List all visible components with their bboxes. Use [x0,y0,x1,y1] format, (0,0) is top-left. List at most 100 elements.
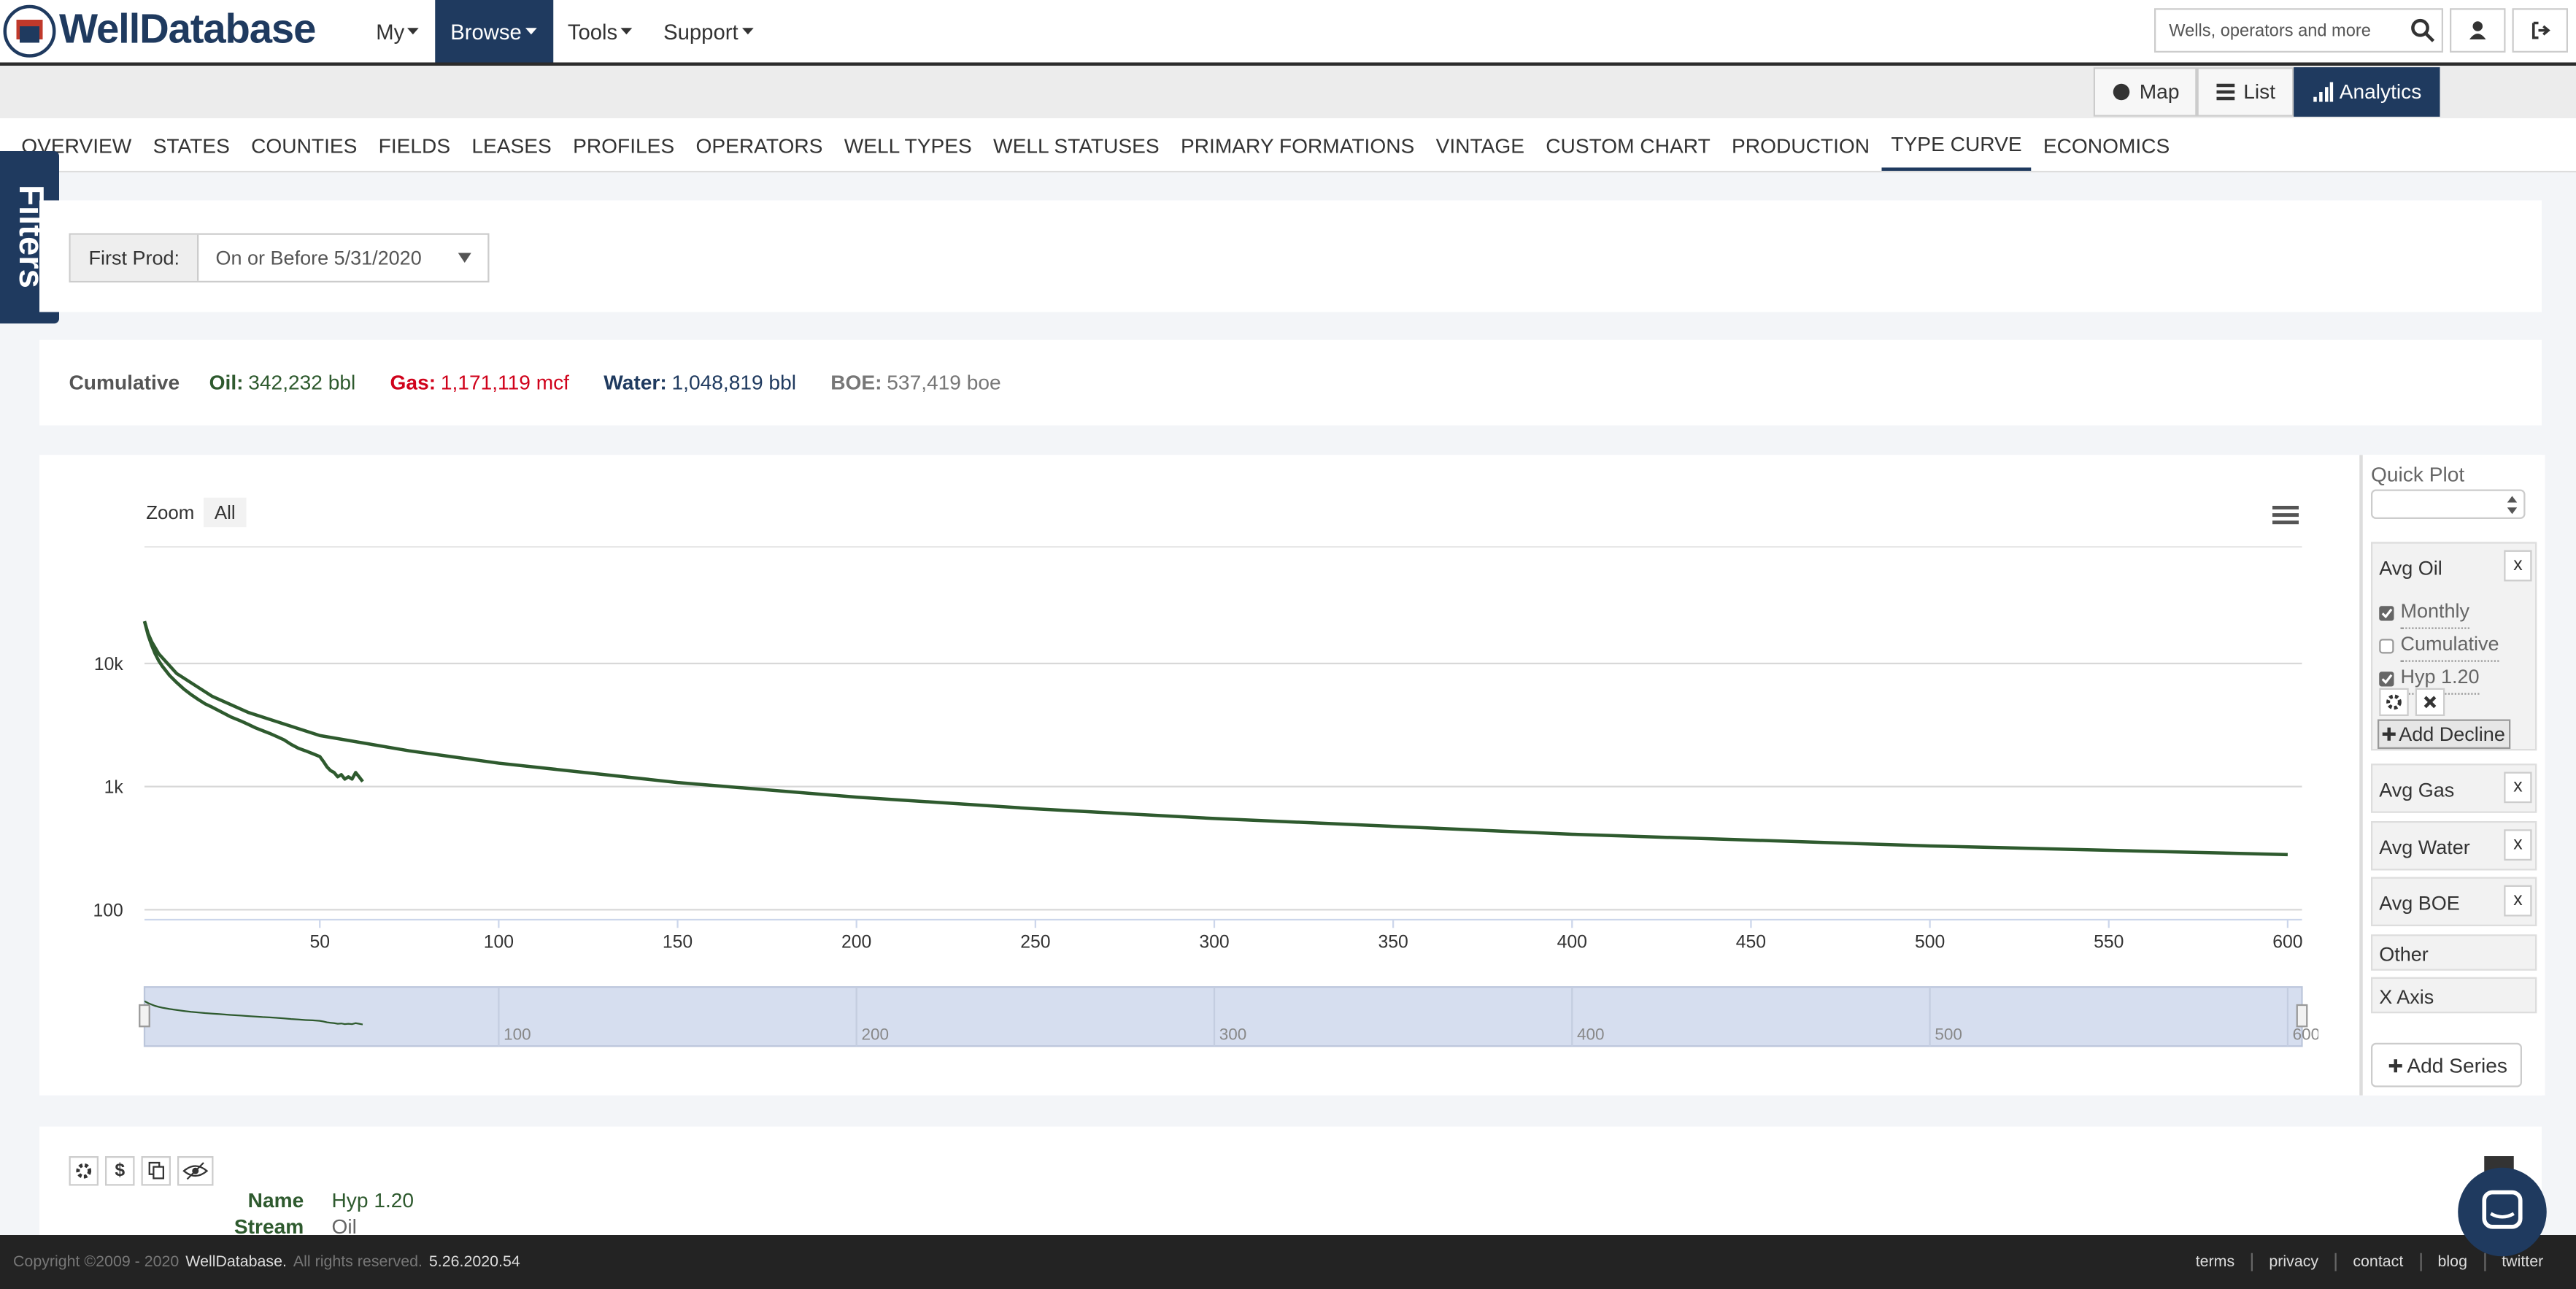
navigator-tick-label: 300 [1219,1025,1247,1043]
series-line [142,620,364,783]
menu-item[interactable]: Browse [436,0,553,63]
menu-item[interactable]: Tools [553,0,649,63]
footer-link[interactable]: terms [2195,1253,2235,1271]
navigator-tick-label: 400 [1577,1025,1605,1043]
footer-brand: WellDatabase. [185,1253,287,1271]
series-group[interactable]: Avg Gas x [2371,763,2537,813]
footer-link[interactable]: contact [2334,1253,2420,1271]
group-title: Avg Gas [2379,778,2455,802]
logo-icon [3,4,56,58]
cumulative-row: Cumulative Oil: 342,232 bbl Gas: 1,171,119 … [69,372,1001,395]
logout-button[interactable] [2512,8,2568,53]
add-decline-button[interactable]: Add Decline [2378,719,2511,749]
menu-item[interactable]: My [361,0,436,63]
sidebar: Quick Plot Avg Oil x Monthly Cumulative … [2359,455,2545,1096]
stream-value: Oil [331,1215,357,1239]
quick-plot-select[interactable] [2371,489,2526,519]
x-tick-label: 600 [2272,932,2302,952]
add-series-button[interactable]: Add Series [2371,1042,2522,1088]
filter-panel: First Prod: On or Before 5/31/2020 [39,200,2542,312]
option[interactable]: Hyp 1.20 [2378,662,2499,695]
y-tick-label: 1k [104,778,124,798]
search-placeholder: Wells, operators and more [2169,21,2371,42]
view-icon [2113,83,2130,101]
tab[interactable]: WELL STATUSES [993,134,1160,158]
view-button[interactable]: List [2197,67,2294,117]
navigator-handle[interactable] [139,1004,150,1028]
visibility-button[interactable] [177,1156,214,1186]
option[interactable]: Monthly [2378,596,2499,629]
filter-dropdown[interactable]: On or Before 5/31/2020 [199,235,488,281]
x-tick-label: 100 [484,932,514,952]
series-line [142,620,2288,857]
settings-button[interactable] [2379,688,2409,716]
view-button[interactable]: Analytics [2293,67,2440,117]
x-tick-label: 50 [309,932,330,952]
menu-item[interactable]: Support [649,0,769,63]
user-button[interactable] [2450,8,2506,53]
tab[interactable]: PRIMARY FORMATIONS [1180,134,1415,158]
series-group[interactable]: Avg Water x [2371,820,2537,870]
tab[interactable]: FIELDS [378,134,451,158]
tab[interactable]: PROFILES [573,134,675,158]
x-tick-label: 350 [1378,932,1408,952]
menu-label: My [376,18,405,44]
section[interactable]: X Axis [2371,977,2537,1014]
section[interactable]: Other [2371,934,2537,970]
remove-button[interactable] [2415,688,2445,716]
navigator[interactable] [143,986,2303,1047]
tab[interactable]: TYPE CURVE [1881,118,2032,171]
zoom-all-button[interactable] [204,497,247,528]
close-button[interactable]: x [2504,885,2532,917]
add-series-label: Add Series [2407,1053,2507,1077]
caret [407,28,420,35]
cumulative-label: Gas: [390,371,436,395]
tab[interactable]: OPERATORS [695,134,823,158]
close-button[interactable]: x [2504,550,2532,582]
section-title: Other [2379,942,2429,965]
tab[interactable]: COUNTIES [251,134,358,158]
search-icon[interactable] [2410,18,2435,43]
cumulative-value: 342,232 bbl [248,371,356,395]
add-decline-label: Add Decline [2399,723,2505,746]
group-title: Avg BOE [2379,891,2460,915]
close-button[interactable]: x [2504,828,2532,860]
x-tick-label: 300 [1199,932,1229,952]
close-button[interactable]: x [2504,772,2532,804]
tab[interactable]: WELL TYPES [844,134,972,158]
view-label: List [2243,80,2276,104]
filter-label: First Prod: [70,234,200,281]
navigator-tick-label: 500 [1935,1025,1962,1043]
search-box[interactable]: Wells, operators and more [2154,8,2443,53]
navigator-tick-label: 600 [2293,1025,2321,1043]
option[interactable]: Cumulative [2378,629,2499,662]
footer-rights: All rights reserved. [293,1253,423,1271]
series-groups: Avg Gas x Avg Water x Avg BOE x Other X Axis [2371,763,2537,1020]
footer: Copyright ©2009 - 2020 WellDatabase. All… [0,1235,2576,1289]
view-icon [2313,82,2333,102]
cumulative-item: Gas: 1,171,119 mcf [390,372,569,395]
economics-button[interactable]: $ [105,1156,135,1186]
footer-link[interactable]: blog [2419,1253,2484,1271]
cumulative-label: Water: [603,371,667,395]
tab[interactable]: CUSTOM CHART [1546,134,1711,158]
view-buttons: Map List Analytics [2093,67,2440,117]
chat-button[interactable] [2458,1167,2547,1257]
logo[interactable]: WellDatabase [59,7,316,53]
navigator-handle[interactable] [2296,1004,2308,1028]
tab[interactable]: VINTAGE [1435,134,1524,158]
footer-link[interactable]: privacy [2251,1253,2335,1271]
tab[interactable]: STATES [153,134,230,158]
navbar: WellDatabase My Browse Tools Support Wells,… [0,0,2576,66]
group-title: Avg Water [2379,835,2470,858]
export-menu[interactable] [2272,506,2299,525]
menu-label: Browse [450,18,522,44]
series-group[interactable]: Avg BOE x [2371,877,2537,926]
settings-button[interactable] [69,1156,99,1186]
copy-button[interactable] [141,1156,171,1186]
tab[interactable]: ECONOMICS [2043,134,2170,158]
tab[interactable]: LEASES [471,134,552,158]
view-button[interactable]: Map [2093,67,2198,117]
tab[interactable]: PRODUCTION [1732,134,1870,158]
footer-link[interactable]: twitter [2483,1253,2559,1271]
